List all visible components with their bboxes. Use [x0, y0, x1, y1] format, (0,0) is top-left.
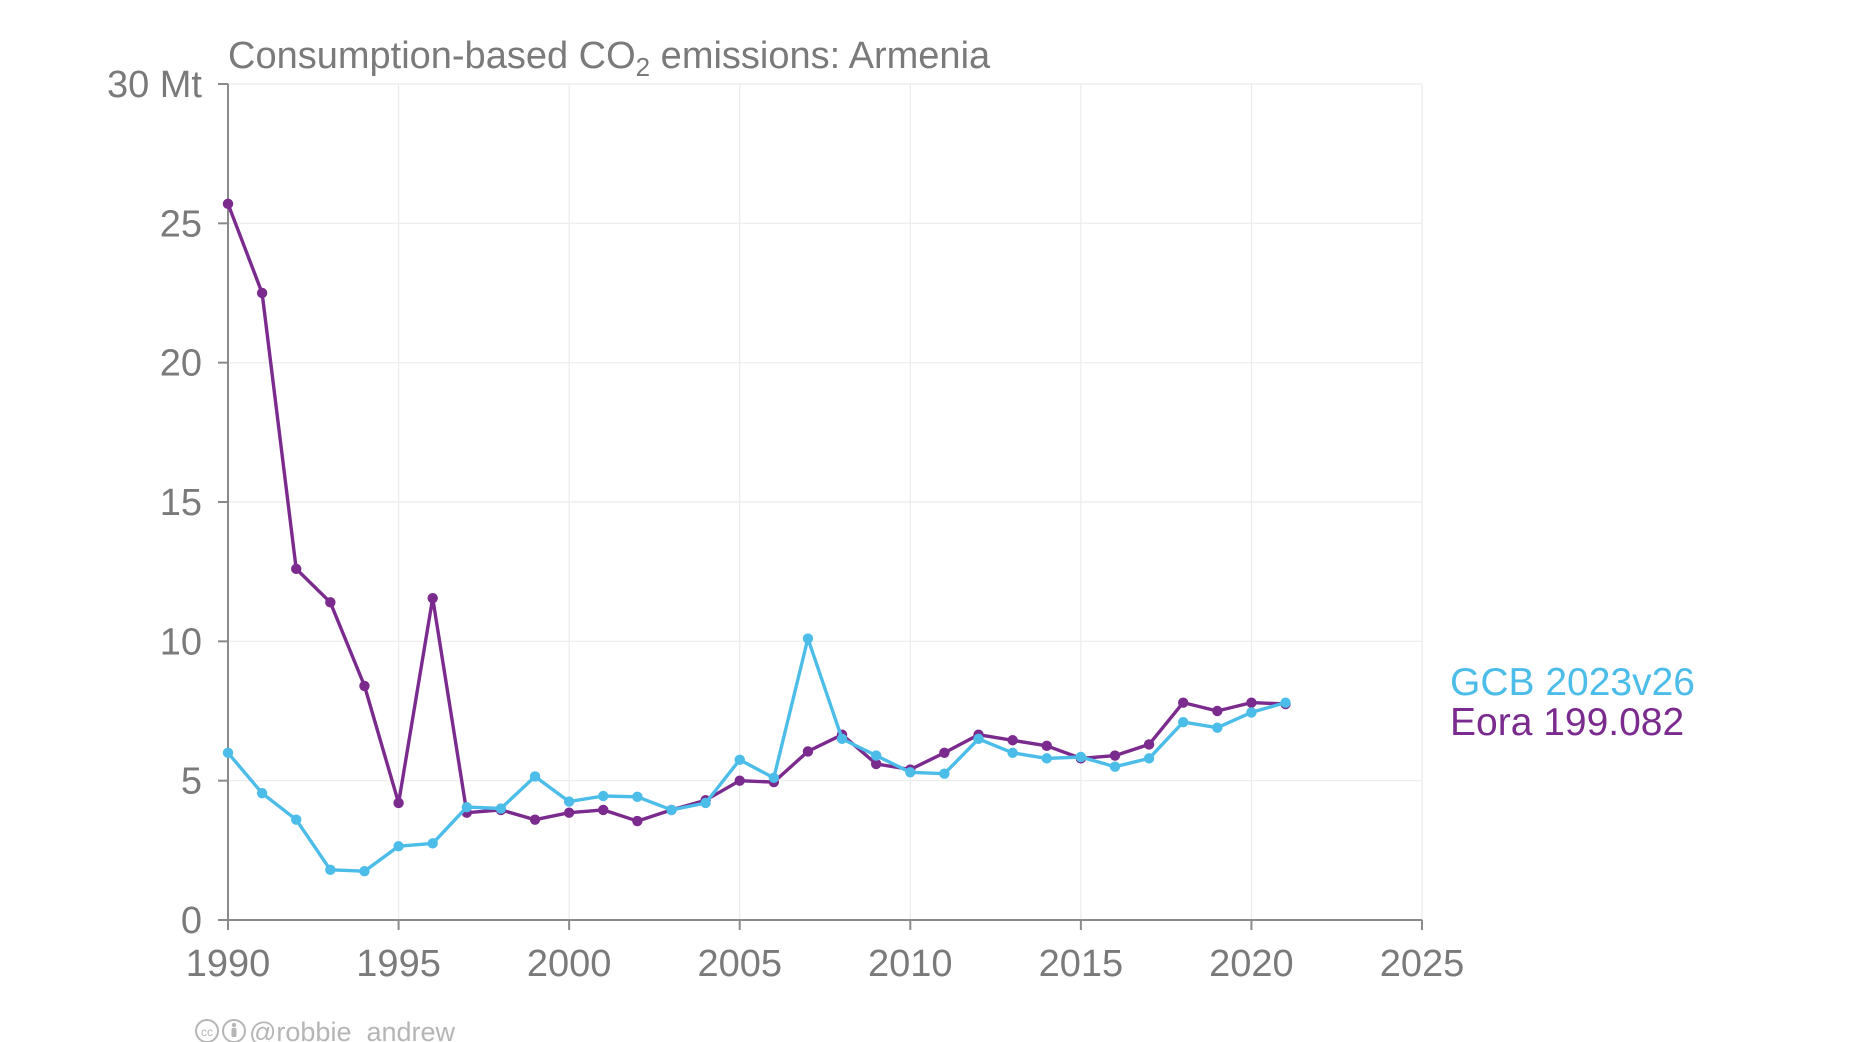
legend-entry: Eora 199.082 [1450, 701, 1684, 744]
x-tick-label: 1995 [356, 943, 441, 985]
cc-icon: cc [195, 1019, 219, 1042]
data-point [598, 790, 609, 802]
data-point [495, 803, 507, 814]
data-point [461, 801, 472, 813]
series-line [226, 203, 1286, 823]
grid [228, 83, 1423, 920]
data-point [291, 814, 302, 825]
y-tick-label: 15 [160, 482, 202, 524]
credit-handle: @robbie_andrew [249, 1017, 456, 1042]
data-point [256, 287, 268, 299]
data-point [632, 815, 643, 827]
x-tick-label: 2025 [1380, 943, 1465, 985]
data-point [529, 814, 541, 825]
credit: cc @robbie_andrew [195, 1017, 456, 1042]
legend-entry: GCB 2023v26 [1450, 661, 1695, 704]
series-1 [222, 633, 1291, 877]
data-point [359, 866, 370, 877]
data-point [529, 771, 541, 782]
series-line [226, 636, 1286, 873]
data-point [768, 772, 780, 784]
data-point [427, 592, 438, 604]
data-point [1109, 761, 1121, 772]
data-point [325, 864, 336, 876]
data-point [427, 838, 438, 849]
data-point [393, 840, 404, 852]
data-point [1280, 697, 1291, 708]
data-point [222, 747, 234, 758]
x-tick-label: 2005 [697, 943, 782, 985]
data-point [1109, 750, 1121, 761]
x-tick-label: 2015 [1039, 943, 1124, 985]
data-point [359, 680, 370, 692]
data-point [1246, 707, 1257, 718]
data-point [870, 750, 882, 761]
data-point [734, 775, 745, 786]
data-point [939, 747, 950, 758]
data-point [1143, 753, 1155, 764]
x-tick-label: 1990 [186, 943, 271, 985]
data-point [700, 797, 711, 809]
svg-text:cc: cc [201, 1025, 213, 1039]
y-tick-label: 5 [181, 761, 202, 803]
y-tick-label: 0 [181, 900, 202, 942]
data-point [802, 633, 814, 644]
x-tick-label: 2010 [868, 943, 953, 985]
data-point [256, 788, 268, 799]
data-point [870, 758, 882, 770]
data-point [1212, 722, 1223, 733]
data-point [1212, 705, 1223, 717]
attribution-icon [222, 1019, 246, 1042]
data-point [836, 733, 848, 745]
data-point [973, 733, 984, 745]
series-layer [222, 198, 1291, 877]
data-point [563, 796, 575, 807]
y-tick-label: 10 [160, 621, 202, 663]
data-point [1178, 697, 1189, 708]
data-point [632, 791, 643, 803]
data-point [325, 597, 336, 608]
data-point [1143, 739, 1155, 750]
data-point [563, 807, 575, 818]
x-tick-label: 2020 [1209, 943, 1294, 985]
data-point [1075, 751, 1087, 763]
data-point [1041, 753, 1052, 764]
data-point [734, 754, 745, 765]
data-point [666, 804, 677, 816]
data-point [802, 746, 814, 757]
data-point [1007, 747, 1018, 758]
data-point [1007, 735, 1018, 746]
data-point [905, 767, 916, 778]
y-tick-label: 25 [160, 203, 202, 245]
x-tick-label: 2000 [527, 943, 612, 985]
data-point [393, 797, 404, 809]
series-0 [222, 198, 1291, 827]
data-point [291, 563, 302, 575]
data-point [1178, 716, 1189, 728]
chart-title: Consumption-based CO2 emissions: Armenia [228, 35, 991, 82]
data-point [1246, 697, 1257, 708]
y-tick-label: 30 Mt [107, 64, 202, 106]
data-point [1041, 740, 1052, 752]
data-point [939, 768, 950, 779]
y-tick-label: 20 [160, 343, 202, 385]
data-point [598, 804, 609, 816]
data-point [222, 198, 234, 210]
